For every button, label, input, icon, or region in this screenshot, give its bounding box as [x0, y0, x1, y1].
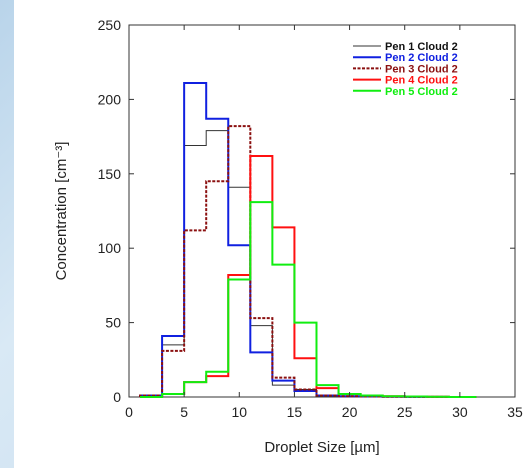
- plot-area: [128, 24, 516, 398]
- x-tick-label: 30: [452, 404, 468, 420]
- histogram-chart: 0 5 10 15 20 25 30 35 0 50 100 150 200 250 Pen 1 Clou…: [53, 17, 523, 456]
- legend-label: Pen 4 Cloud 2: [385, 75, 458, 87]
- chart-panel: 0 5 10 15 20 25 30 35 0 50 100 150 200 250 Pen 1 Clou…: [14, 0, 532, 468]
- x-tick-label: 15: [287, 404, 303, 420]
- y-tick-label: 200: [98, 91, 122, 107]
- y-tick-label: 150: [98, 166, 122, 182]
- x-tick-label: 0: [125, 404, 133, 420]
- legend-label: Pen 5 Cloud 2: [385, 86, 458, 98]
- legend-label: Pen 1 Cloud 2: [385, 41, 458, 53]
- y-axis-title: Concentration [cm⁻³]: [53, 142, 70, 281]
- x-tick-label: 10: [231, 404, 247, 420]
- series-line-pen-5: [140, 201, 477, 398]
- x-tick-label: 35: [507, 404, 523, 420]
- y-tick-label: 50: [105, 315, 121, 331]
- legend-label: Pen 2 Cloud 2: [385, 52, 458, 64]
- x-tick-label: 25: [397, 404, 413, 420]
- x-axis-title: Droplet Size [µm]: [264, 439, 379, 456]
- legend-label: Pen 3 Cloud 2: [385, 63, 458, 75]
- y-tick-label: 0: [113, 389, 121, 405]
- y-tick-label: 100: [98, 240, 122, 256]
- x-tick-label: 20: [342, 404, 358, 420]
- x-tick-label: 5: [180, 404, 188, 420]
- y-tick-label: 250: [98, 17, 122, 33]
- tick-layer: 0 5 10 15 20 25 30 35 0 50 100 150 200 250: [98, 17, 523, 420]
